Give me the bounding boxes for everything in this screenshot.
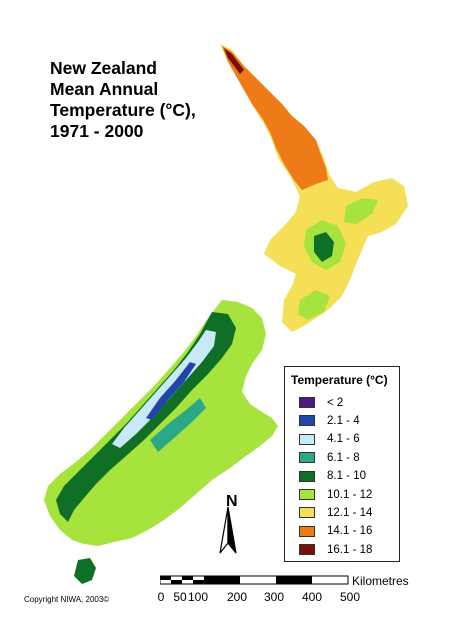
scale-bar [160, 575, 349, 585]
scale-units: Kilometres [352, 574, 409, 588]
legend-item: 2.1 - 4 [299, 413, 360, 428]
legend-swatch [299, 489, 315, 500]
north-island-warm-north [222, 46, 328, 190]
legend-swatch [299, 507, 315, 519]
legend-label: 2.1 - 4 [327, 414, 360, 427]
legend-swatch [299, 525, 315, 537]
legend-label: < 2 [327, 396, 344, 409]
scale-tick: 500 [339, 590, 361, 604]
south-island [44, 300, 278, 546]
north-island-east-ranges [344, 198, 378, 224]
north-label: N [226, 493, 238, 510]
legend-item: 12.1 - 14 [299, 505, 372, 520]
scale-tick: 400 [301, 590, 323, 604]
legend-item: 10.1 - 12 [299, 487, 372, 502]
north-island-hot-tip [224, 48, 244, 74]
legend-swatch [299, 452, 315, 464]
legend-item: 4.1 - 6 [299, 432, 360, 447]
legend-swatch [299, 470, 315, 482]
south-island-mid-band [150, 398, 206, 452]
scale-tick: 300 [263, 590, 285, 604]
south-island-snow [112, 330, 216, 448]
legend-label: 8.1 - 10 [327, 470, 366, 483]
legend-swatch [299, 415, 315, 427]
legend-swatch [299, 397, 315, 408]
legend-label: 16.1 - 18 [327, 543, 373, 556]
legend-item: 8.1 - 10 [299, 469, 366, 484]
legend-item: 14.1 - 16 [299, 524, 372, 539]
legend: Temperature (°C) < 2 2.1 - 4 4.1 - 6 6.1 - … [284, 366, 400, 562]
scale-tick: 0 [157, 590, 165, 604]
legend-item: 6.1 - 8 [299, 450, 360, 465]
legend-swatch [299, 433, 315, 445]
south-island-lowland-south [116, 484, 180, 538]
legend-label: 4.1 - 6 [327, 433, 360, 446]
copyright-text: Copyright NIWA, 2003© [24, 595, 110, 604]
legend-label: 6.1 - 8 [327, 451, 360, 464]
scale-tick: 200 [226, 590, 248, 604]
scale-tick: 50 [173, 590, 187, 604]
north-island-ranges [314, 232, 334, 262]
legend-swatch [299, 544, 315, 556]
legend-item: < 2 [299, 395, 343, 410]
north-arrow-icon [219, 506, 237, 554]
scale-tick: 100 [187, 590, 209, 604]
legend-label: 10.1 - 12 [327, 488, 373, 501]
legend-item: 16.1 - 18 [299, 542, 372, 557]
legend-title: Temperature (°C) [291, 373, 388, 387]
legend-label: 12.1 - 14 [327, 506, 373, 519]
north-island-south-ranges [298, 290, 330, 320]
stewart-island [74, 558, 96, 584]
south-island-peaks [146, 362, 196, 420]
map-title: New Zealand Mean Annual Temperature (°C)… [50, 58, 196, 141]
legend-label: 14.1 - 16 [327, 525, 373, 538]
north-island [220, 44, 408, 332]
